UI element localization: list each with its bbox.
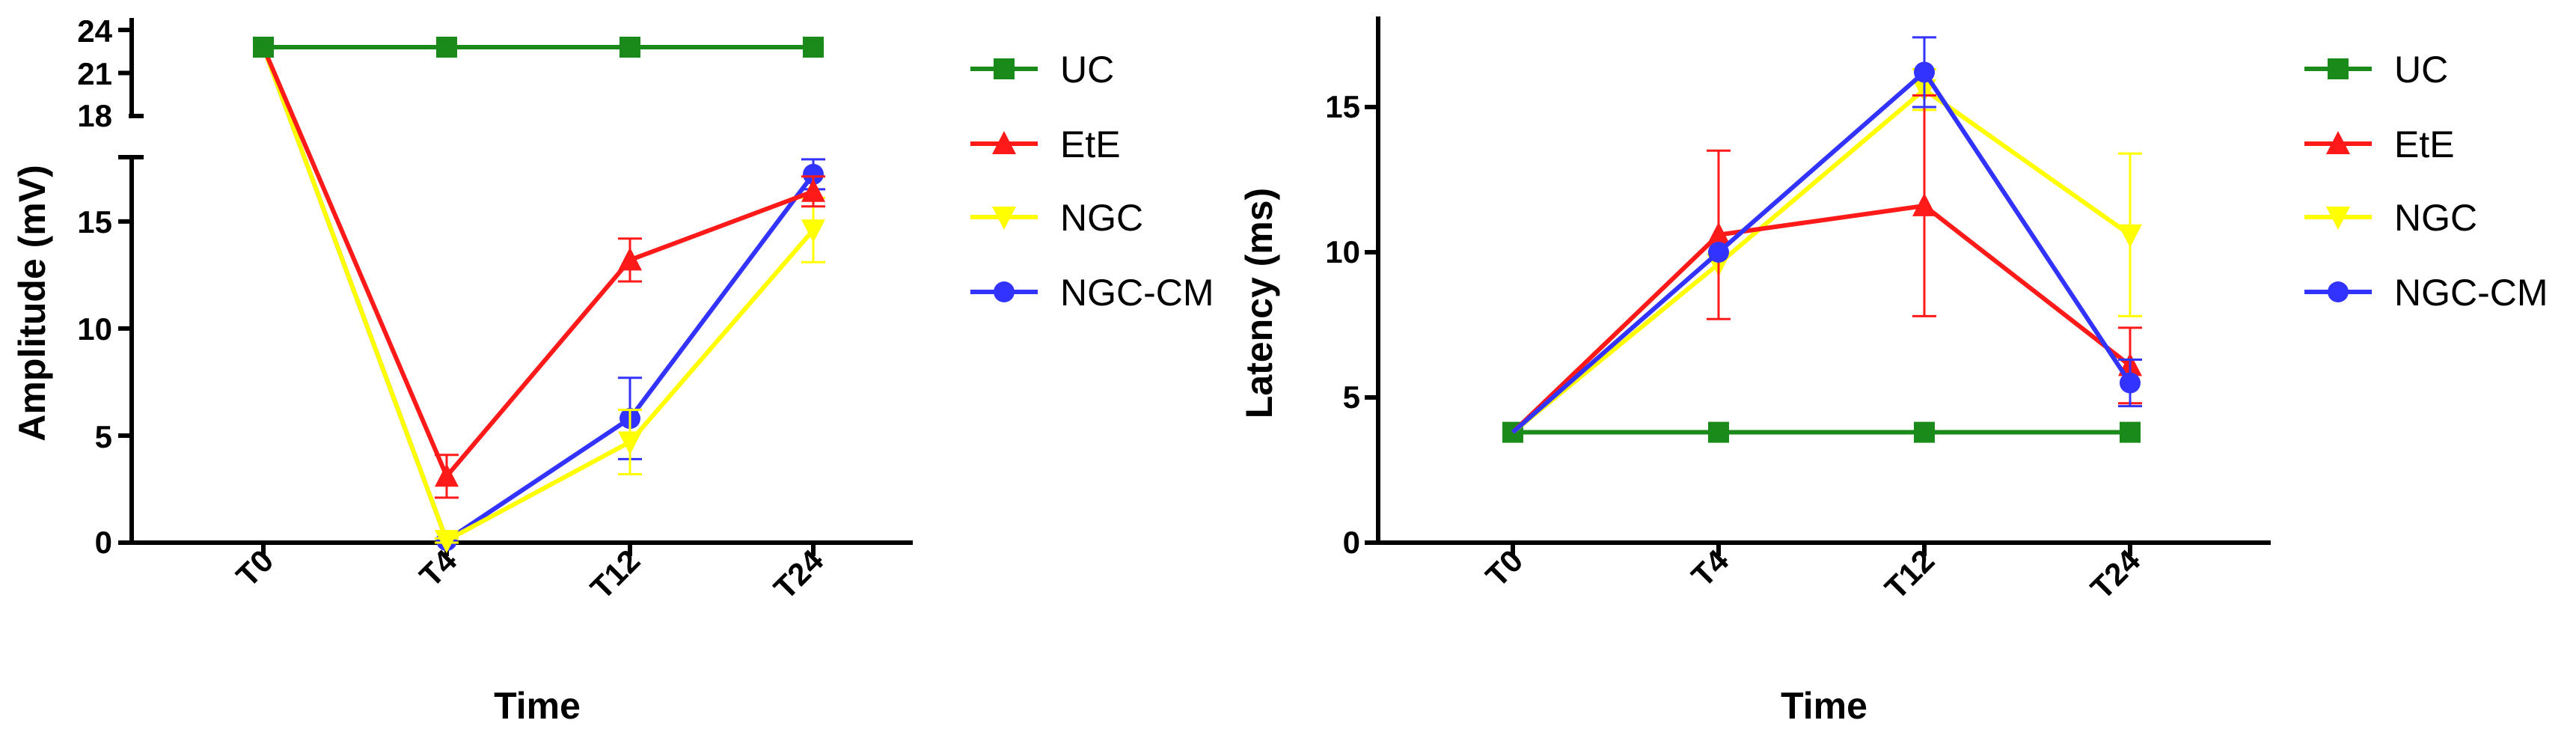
lat-data-point bbox=[1912, 192, 1936, 216]
amp-y-tick-label: 15 bbox=[77, 204, 112, 240]
latency-y-axis-title: Latency (ms) bbox=[1238, 188, 1280, 418]
amp-legend-label: UC bbox=[1060, 49, 1114, 91]
amp-series-line bbox=[261, 46, 816, 543]
amp-legend-item-ngc-cm: NGC-CM bbox=[970, 272, 1214, 314]
amp-y-tick-label: 0 bbox=[95, 525, 112, 560]
amp-data-point bbox=[803, 37, 824, 58]
amp-series-line bbox=[261, 46, 816, 543]
amp-series-line bbox=[261, 46, 815, 479]
lat-legend-label: EtE bbox=[2394, 124, 2455, 165]
amp-legend-item-ngc: NGC bbox=[970, 197, 1143, 239]
amp-data-point bbox=[618, 431, 642, 455]
amp-legend-item-ete: EtE bbox=[970, 124, 1121, 165]
amp-data-point bbox=[618, 247, 642, 271]
amp-legend-marker bbox=[994, 281, 1015, 302]
latency-series bbox=[1502, 36, 2142, 443]
amp-legend-item-uc: UC bbox=[970, 49, 1114, 91]
amp-x-tick-label: T12 bbox=[584, 543, 646, 606]
lat-legend-marker bbox=[2326, 207, 2350, 230]
lat-legend-item-ngc: NGC bbox=[2304, 197, 2477, 239]
amplitude-x-axis-title: Time bbox=[494, 685, 581, 727]
lat-data-point bbox=[1708, 242, 1729, 263]
amplitude-axes bbox=[118, 18, 913, 556]
amp-data-point bbox=[435, 530, 459, 554]
lat-series-line bbox=[1511, 203, 2132, 434]
lat-legend-label: NGC bbox=[2394, 197, 2477, 239]
amp-x-tick-label: T4 bbox=[412, 543, 463, 594]
amp-data-point bbox=[619, 37, 640, 58]
lat-x-tick-label: T12 bbox=[1878, 543, 1941, 606]
lat-series-ngc bbox=[1511, 68, 2142, 434]
amp-x-tick-label: T0 bbox=[229, 543, 280, 594]
latency-axes bbox=[1365, 16, 2271, 556]
amplitude-x-ticks: T0 T4 T12 T24 bbox=[229, 543, 830, 606]
lat-data-point bbox=[1708, 421, 1729, 443]
lat-legend-item-ngc-cm: NGC-CM bbox=[2304, 272, 2548, 314]
amplitude-legend: UC EtE NGC NGC-CM bbox=[970, 49, 1214, 314]
latency-y-ticks: 0 5 10 15 bbox=[1325, 89, 1360, 560]
lat-legend-marker bbox=[2328, 58, 2349, 79]
amplitude-y-axis-title: Amplitude (mV) bbox=[11, 165, 53, 441]
lat-legend-marker bbox=[2326, 131, 2350, 154]
lat-x-tick-label: T0 bbox=[1478, 543, 1529, 594]
amplitude-y-ticks: 0 5 10 15 18 21 24 bbox=[77, 13, 112, 560]
amp-y-tick-label: 10 bbox=[77, 311, 112, 347]
lat-y-tick-label: 10 bbox=[1325, 234, 1360, 269]
lat-series-ete bbox=[1511, 94, 2142, 434]
lat-legend-marker bbox=[2328, 281, 2349, 302]
lat-y-tick-label: 15 bbox=[1325, 89, 1360, 124]
lat-legend-label: NGC-CM bbox=[2394, 272, 2548, 314]
amp-legend-marker bbox=[994, 58, 1015, 79]
lat-x-tick-label: T4 bbox=[1684, 543, 1735, 594]
lat-legend-item-ete: EtE bbox=[2304, 124, 2455, 165]
amp-series-uc bbox=[253, 37, 824, 58]
lat-y-tick-label: 0 bbox=[1343, 525, 1360, 560]
lat-data-point bbox=[2118, 224, 2142, 248]
amp-y-tick-label: 18 bbox=[77, 98, 112, 133]
lat-data-point bbox=[1914, 61, 1935, 83]
latency-x-ticks: T0 T4 T12 T24 bbox=[1478, 543, 2147, 606]
latency-legend: UC EtE NGC NGC-CM bbox=[2304, 49, 2548, 314]
amp-data-point bbox=[436, 37, 457, 58]
lat-series-line bbox=[1511, 87, 2132, 434]
amp-x-tick-label: T24 bbox=[767, 543, 830, 606]
amp-y-tick-label: 24 bbox=[77, 13, 112, 49]
lat-data-point bbox=[1914, 421, 1935, 443]
lat-series-uc bbox=[1502, 421, 2141, 443]
amp-data-point bbox=[801, 178, 825, 202]
lat-data-point bbox=[1707, 222, 1731, 246]
lat-x-tick-label: T24 bbox=[2084, 543, 2147, 606]
lat-series-line bbox=[1511, 70, 2132, 434]
latency-x-axis-title: Time bbox=[1781, 685, 1867, 727]
lat-series-ngc-cm bbox=[1511, 36, 2142, 434]
amp-data-point bbox=[435, 463, 459, 487]
amp-y-tick-label: 21 bbox=[77, 56, 112, 91]
lat-legend-label: UC bbox=[2394, 49, 2448, 91]
lat-data-point bbox=[2120, 421, 2141, 443]
amp-y-tick-label: 5 bbox=[95, 419, 112, 454]
amp-legend-label: NGC-CM bbox=[1060, 272, 1214, 314]
amp-data-point bbox=[801, 219, 825, 243]
latency-chart: T0 T4 T12 T24 0 5 10 15 Latency (ms) Tim… bbox=[1238, 16, 2548, 727]
lat-data-point bbox=[2120, 372, 2141, 394]
amp-legend-label: NGC bbox=[1060, 197, 1143, 239]
amp-legend-marker bbox=[992, 207, 1016, 230]
amplitude-series bbox=[253, 37, 825, 554]
amp-legend-marker bbox=[992, 131, 1016, 154]
amp-data-point bbox=[803, 163, 824, 185]
amp-legend-label: EtE bbox=[1060, 124, 1121, 165]
amp-series-ete bbox=[261, 46, 825, 499]
lat-legend-item-uc: UC bbox=[2304, 49, 2448, 91]
amp-series-ngc-cm bbox=[261, 46, 825, 552]
lat-y-tick-label: 5 bbox=[1343, 379, 1360, 415]
amplitude-chart: T0 T4 T12 T24 0 5 10 15 18 21 24 Amplitu… bbox=[11, 13, 1214, 727]
amp-data-point bbox=[253, 37, 274, 58]
